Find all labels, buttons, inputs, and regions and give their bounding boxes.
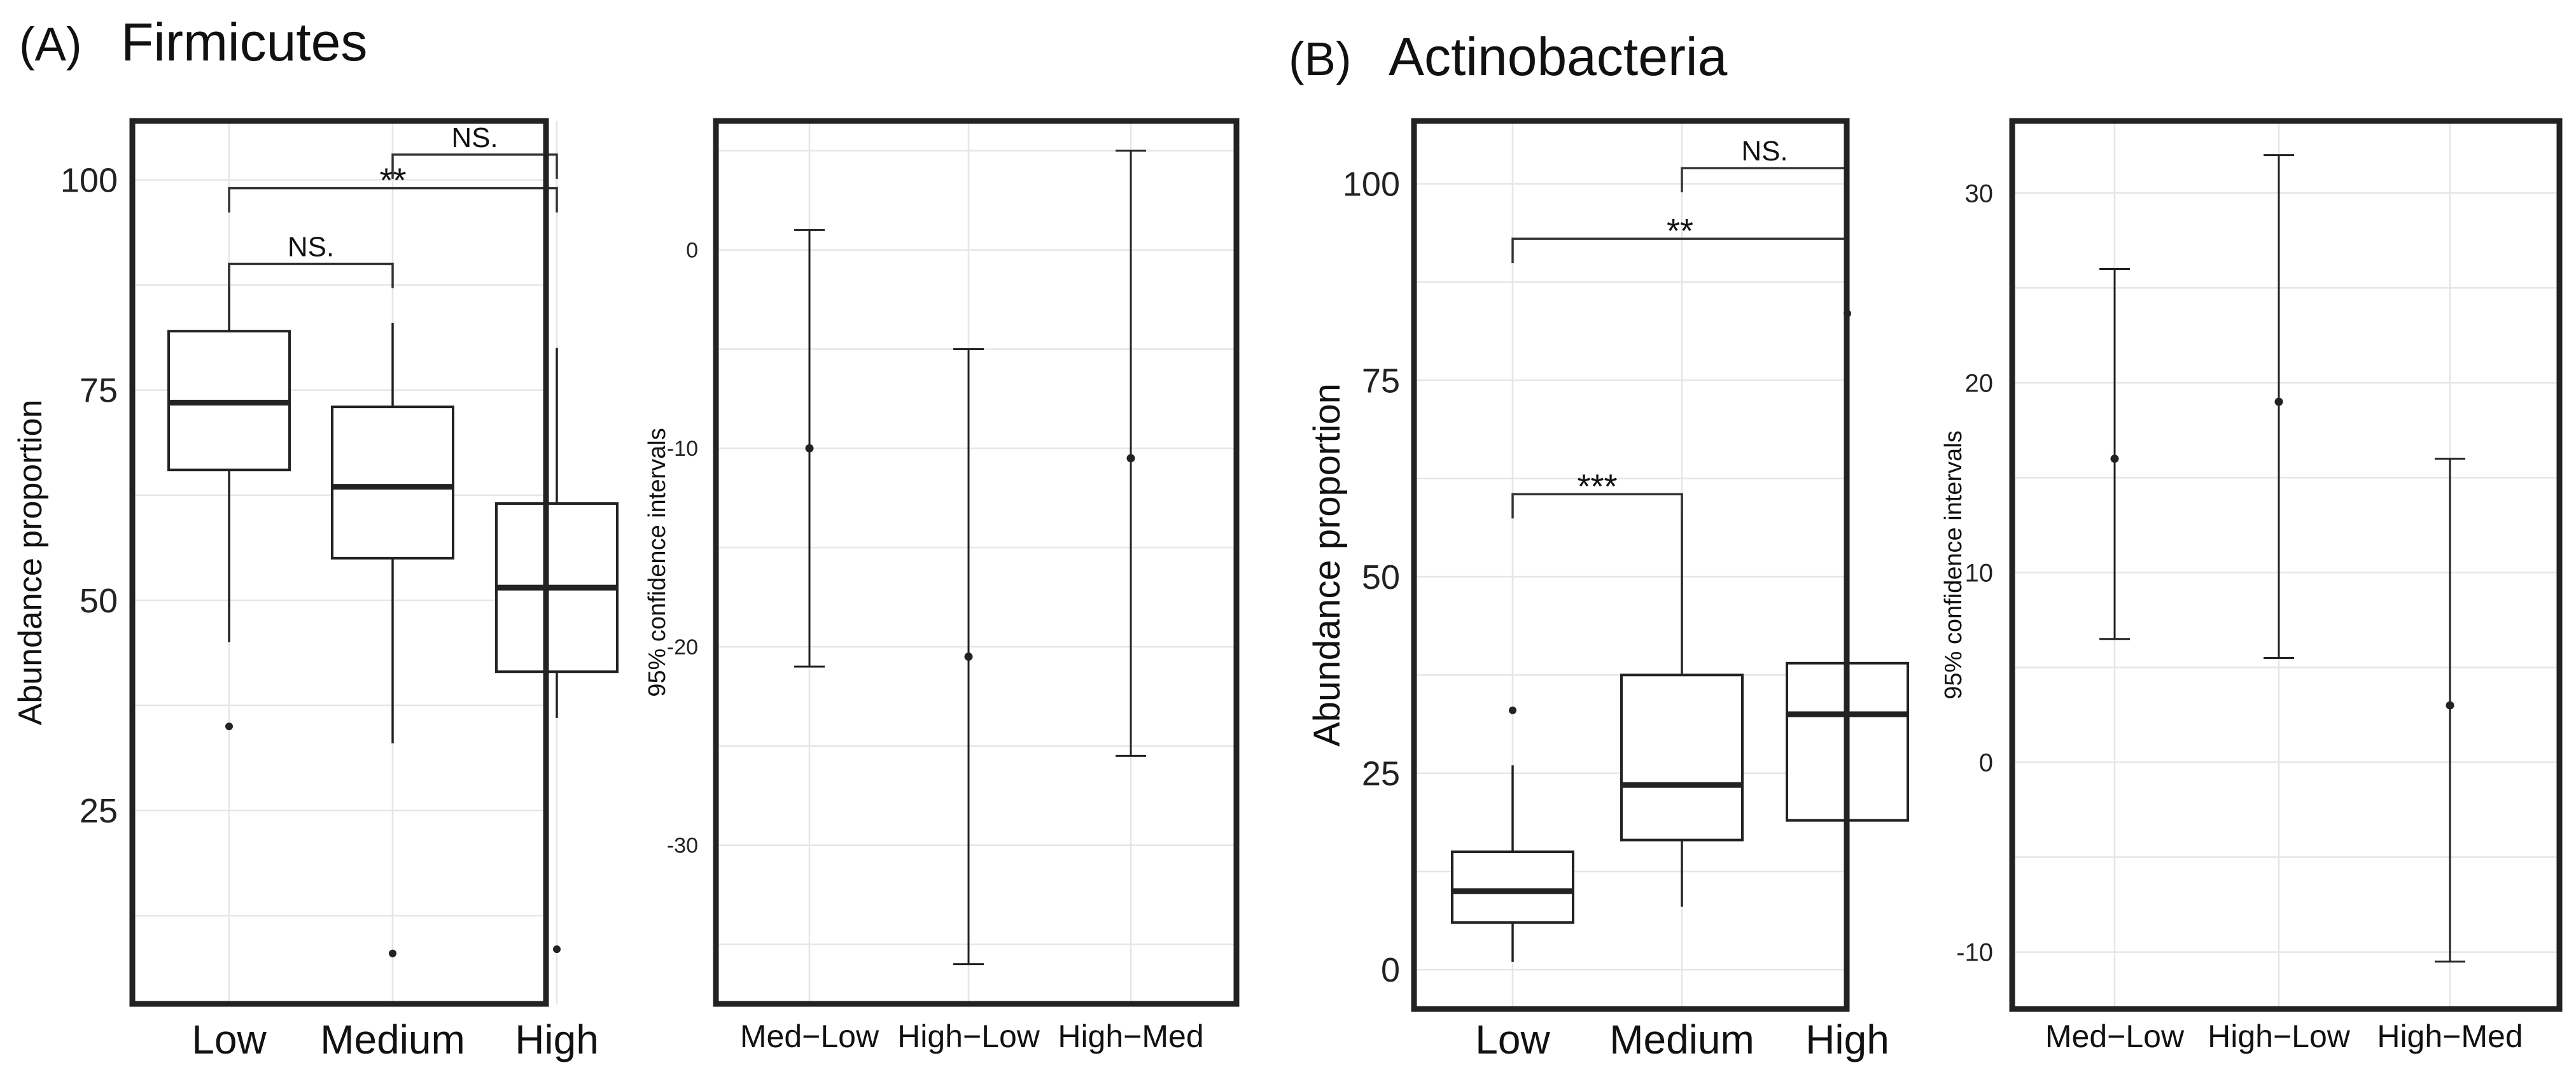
interval-estimate-point	[964, 652, 973, 661]
panel-b-intervals: -10 0 10 20 30 95% confidence intervals Med−Lo…	[1940, 118, 2563, 1054]
interval-estimate-point	[805, 444, 814, 453]
interval-estimate-point	[2110, 455, 2119, 463]
y-tick-label: 10	[1965, 559, 1994, 587]
x-category-label: High	[1805, 1017, 1889, 1062]
y-tick-label: 0	[1381, 951, 1400, 989]
box-iqr	[1451, 850, 1574, 924]
panel-b-boxplot: 0 25 50 75 100 Abundance proportion Low Medium H…	[1306, 118, 1909, 1062]
x-category-label: High	[515, 1017, 599, 1062]
y-tick-label: -30	[667, 834, 698, 858]
x-category-label: Medium	[320, 1017, 465, 1062]
x-category-label: Low	[192, 1017, 267, 1062]
significance-label: NS.	[451, 122, 498, 153]
x-category-label: Medium	[1609, 1017, 1754, 1062]
y-tick-label: -20	[667, 635, 698, 659]
interval-estimate-point	[2446, 701, 2454, 710]
y-tick-label: -10	[1956, 939, 1993, 967]
significance-label: NS.	[288, 232, 334, 263]
significance-bracket	[1511, 493, 1683, 519]
x-category-label: Low	[1475, 1017, 1550, 1062]
y-tick-label: 100	[1343, 166, 1400, 204]
panel-b-title: Actinobacteria	[1389, 27, 1728, 87]
interval-estimate-point	[2274, 397, 2283, 406]
box-outlier-point	[553, 945, 561, 954]
y-axis-label: 95% confidence intervals	[644, 428, 671, 696]
y-tick-label: 50	[80, 582, 118, 620]
x-category-label: High−Low	[897, 1019, 1040, 1054]
significance-bracket	[391, 153, 558, 179]
box-iqr	[331, 406, 454, 560]
x-category-label: High−Low	[2208, 1019, 2351, 1054]
x-category-label: High−Med	[2377, 1019, 2523, 1054]
x-category-label: Med−Low	[2045, 1019, 2185, 1054]
interval-estimate-point	[1126, 454, 1135, 463]
y-tick-label: 0	[1979, 749, 1993, 777]
y-tick-label: 30	[1965, 180, 1994, 208]
significance-label: **	[1667, 212, 1693, 250]
box-outlier-point	[1509, 706, 1516, 714]
x-category-label: Med−Low	[740, 1019, 879, 1054]
panel-a-boxplot: 25 50 75 100 Abundance proportion Low Medium Hi…	[12, 118, 619, 1062]
y-tick-label: 100	[60, 161, 118, 199]
plot-frame	[129, 118, 549, 1007]
box-outlier-point	[389, 949, 396, 957]
y-tick-label: 25	[1362, 755, 1400, 793]
panel-a-intervals: 0 -10 -20 -30 95% confidence intervals Med−Lo…	[644, 118, 1240, 1054]
panel-b-label: (B)	[1289, 32, 1352, 85]
significance-label: NS.	[1741, 136, 1788, 167]
box-outlier-point	[225, 723, 233, 731]
significance-bracket	[228, 262, 394, 288]
plot-frame	[2009, 118, 2563, 1012]
y-tick-label: 75	[80, 372, 118, 410]
y-axis-label: Abundance proportion	[12, 400, 49, 726]
box-iqr	[1620, 673, 1744, 842]
y-tick-label: -10	[667, 437, 698, 461]
significance-bracket	[228, 187, 558, 213]
panel-a-title: Firmicutes	[121, 12, 367, 72]
y-tick-label: 75	[1362, 362, 1400, 400]
plot-frame	[713, 118, 1240, 1007]
y-axis-label: Abundance proportion	[1306, 383, 1348, 747]
significance-bracket	[1681, 167, 1849, 193]
plot-frame	[1411, 118, 1850, 1012]
x-category-label: High−Med	[1058, 1019, 1203, 1054]
y-tick-label: 0	[686, 238, 698, 262]
panel-a-label: (A)	[19, 18, 82, 71]
y-axis-label: 95% confidence intervals	[1940, 430, 1967, 699]
y-tick-label: 20	[1965, 369, 1994, 397]
significance-label: ***	[1577, 467, 1617, 505]
y-tick-label: 50	[1362, 558, 1400, 596]
y-tick-label: 25	[80, 792, 118, 830]
